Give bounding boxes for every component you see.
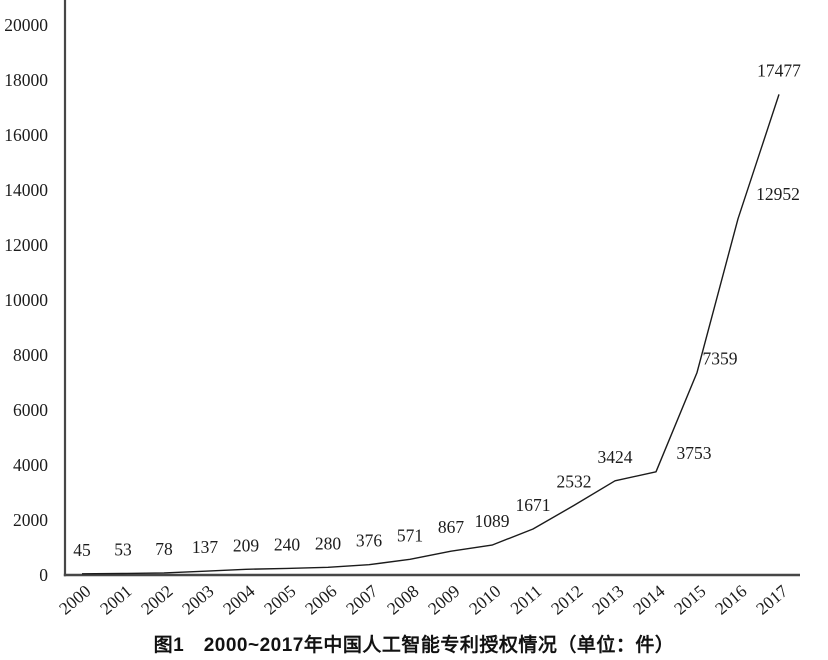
point-label: 1671: [516, 495, 551, 515]
y-tick-label: 0: [39, 565, 48, 585]
x-axis-tick-labels: 2000 2001 2002 2003 2004 2005 2006 2007 2008 2009…: [55, 581, 792, 619]
point-label: 45: [73, 540, 91, 560]
y-axis-tick-labels: 0 2000 4000 6000 8000 10000 12000 14000 16000 180…: [4, 15, 48, 585]
x-tick-label: 2002: [137, 581, 177, 619]
point-label: 7359: [703, 349, 738, 369]
point-label: 1089: [475, 511, 510, 531]
y-tick-label: 20000: [4, 15, 48, 35]
data-point-labels: 45 53 78 137 209 240 280 376 571 867 1089 1671 2532 3…: [73, 60, 801, 559]
point-label: 867: [438, 517, 465, 537]
x-tick-label: 2007: [342, 581, 382, 619]
y-tick-label: 18000: [4, 70, 48, 90]
x-tick-label: 2011: [506, 581, 545, 618]
x-tick-label: 2014: [629, 581, 669, 619]
x-tick-label: 2003: [178, 581, 218, 619]
x-tick-label: 2008: [383, 581, 423, 619]
y-tick-label: 2000: [13, 510, 48, 530]
x-tick-label: 2017: [752, 581, 792, 619]
data-series-line: [81, 94, 780, 575]
x-tick-label: 2005: [260, 581, 300, 619]
point-label: 280: [315, 533, 342, 553]
y-tick-label: 10000: [4, 290, 48, 310]
x-tick-label: 2004: [219, 581, 259, 619]
point-label: 376: [356, 531, 383, 551]
x-tick-label: 2016: [711, 581, 751, 619]
point-label: 571: [397, 525, 423, 545]
x-tick-label: 2000: [55, 581, 95, 619]
point-label: 3424: [598, 447, 633, 467]
point-label: 17477: [757, 60, 801, 80]
point-label: 240: [274, 534, 301, 554]
y-tick-label: 6000: [13, 400, 48, 420]
x-tick-label: 2012: [547, 581, 587, 619]
point-label: 53: [114, 540, 132, 560]
y-tick-label: 14000: [4, 180, 48, 200]
point-label: 137: [192, 537, 219, 557]
x-tick-label: 2001: [96, 581, 136, 619]
axes: [63, 0, 800, 577]
point-label: 2532: [557, 471, 592, 491]
y-tick-label: 12000: [4, 235, 48, 255]
x-tick-label: 2009: [424, 581, 464, 619]
x-tick-label: 2013: [588, 581, 628, 619]
x-tick-label: 2010: [465, 581, 505, 619]
y-tick-label: 4000: [13, 455, 48, 475]
point-label: 3753: [677, 443, 712, 463]
figure-caption: 图1 2000~2017年中国人工智能专利授权情况（单位：件）: [153, 635, 675, 656]
y-tick-label: 8000: [13, 345, 48, 365]
point-label: 78: [155, 539, 173, 559]
point-label: 209: [233, 535, 260, 555]
point-label: 12952: [756, 184, 800, 204]
x-tick-label: 2015: [670, 581, 710, 619]
y-tick-label: 16000: [4, 125, 48, 145]
x-tick-label: 2006: [301, 581, 341, 619]
